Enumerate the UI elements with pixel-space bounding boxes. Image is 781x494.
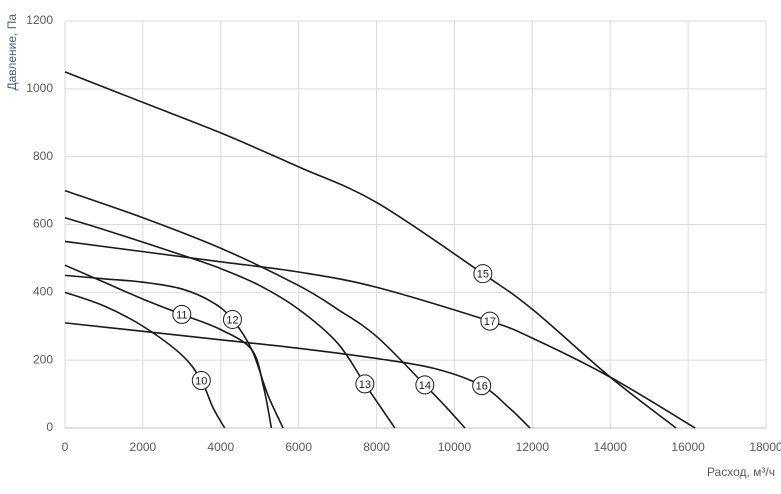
curve [64,291,226,429]
curve [64,264,273,429]
y-tick-label: 1200 [26,13,53,27]
curve [64,240,696,429]
x-tick-label: 8000 [363,440,390,454]
y-tick-label: 1000 [26,81,53,95]
curve-label: 12 [226,314,238,326]
curve [64,71,677,429]
curve-label: 17 [484,316,496,328]
x-tick-label: 18000 [749,440,781,454]
curve-label: 14 [419,380,431,392]
curve-label: 10 [195,375,207,387]
curve-label-circle [172,304,192,324]
curve-label-circle [472,376,492,396]
curve-label: 11 [176,309,187,321]
curve-label-circle [222,309,242,329]
x-tick-label: 0 [62,440,69,454]
curve [64,274,284,429]
curve-label-circle [415,375,435,395]
x-tick-label: 10000 [438,440,472,454]
x-axis-title: Расход, м³/ч [707,465,775,479]
x-tick-label: 4000 [207,440,234,454]
curve-label-circle [473,264,493,284]
x-tick-label: 2000 [130,440,157,454]
curve [64,189,466,429]
y-tick-label: 600 [33,217,53,231]
curve-label: 16 [476,381,488,393]
curve-label-circle [191,371,211,391]
x-tick-label: 6000 [285,440,312,454]
curve [64,216,396,429]
curve-label: 15 [477,269,489,281]
y-tick-label: 800 [33,149,53,163]
x-tick-label: 12000 [516,440,550,454]
curve-label-circle [480,311,500,331]
y-axis-title: Давление, Па [5,14,19,91]
curve [64,322,531,429]
curve-label-circle [355,374,375,394]
x-tick-label: 14000 [594,440,628,454]
curve-label: 13 [359,379,371,391]
y-tick-label: 400 [33,285,53,299]
x-tick-label: 16000 [671,440,705,454]
y-tick-label: 0 [46,420,53,434]
y-tick-label: 200 [33,352,53,366]
